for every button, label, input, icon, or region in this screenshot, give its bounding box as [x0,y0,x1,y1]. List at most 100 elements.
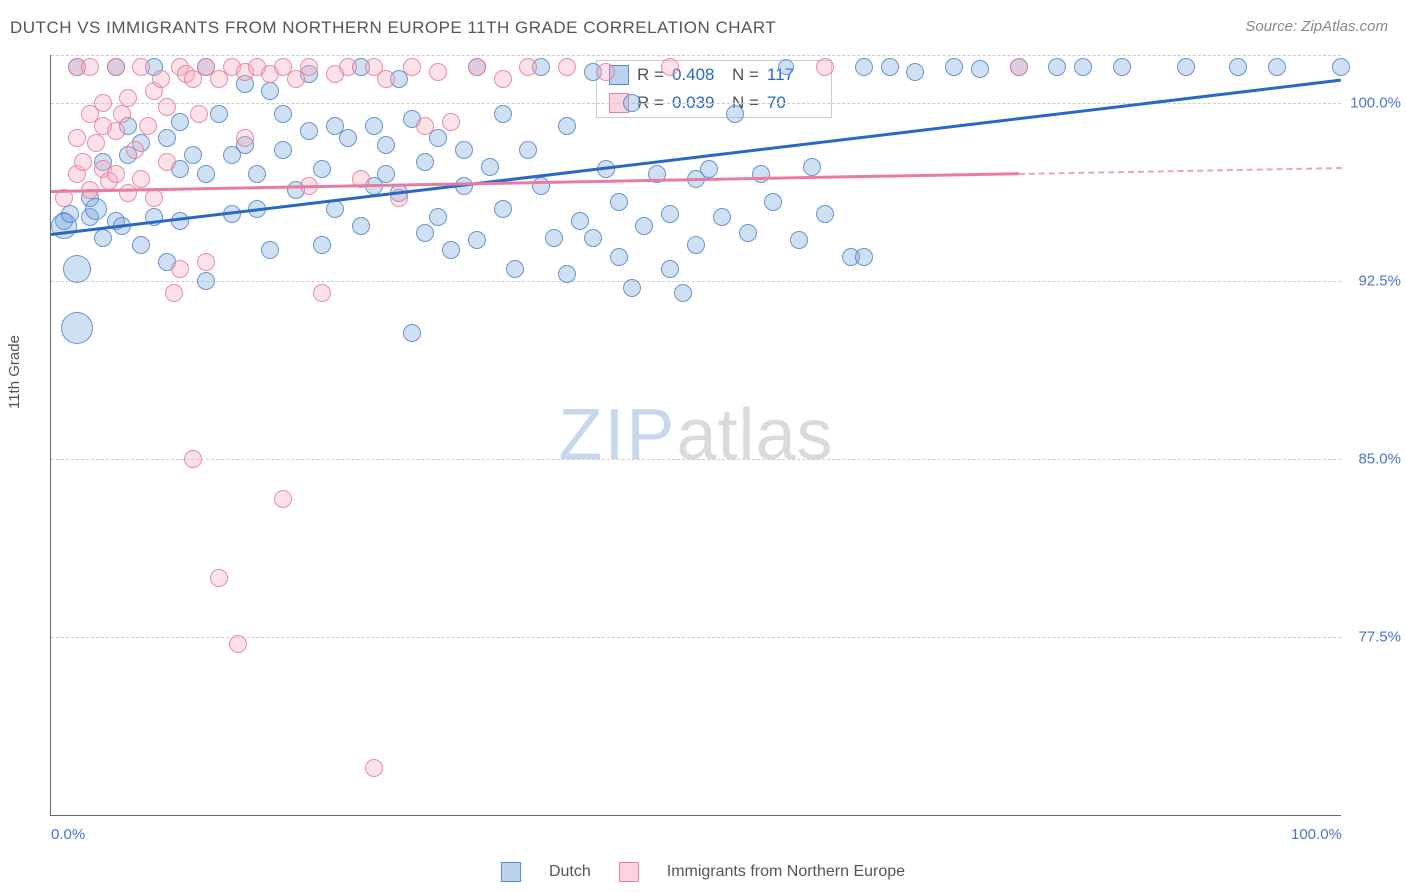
scatter-point[interactable] [429,208,447,226]
scatter-point[interactable] [1048,58,1066,76]
scatter-point[interactable] [1332,58,1350,76]
scatter-point[interactable] [171,113,189,131]
scatter-point[interactable] [558,265,576,283]
scatter-point[interactable] [326,200,344,218]
scatter-point[interactable] [1177,58,1195,76]
scatter-point[interactable] [494,105,512,123]
scatter-point[interactable] [377,70,395,88]
scatter-point[interactable] [274,490,292,508]
scatter-point[interactable] [790,231,808,249]
scatter-point[interactable] [68,129,86,147]
scatter-point[interactable] [674,284,692,302]
scatter-point[interactable] [494,200,512,218]
scatter-point[interactable] [661,58,679,76]
scatter-point[interactable] [158,98,176,116]
scatter-point[interactable] [855,248,873,266]
scatter-point[interactable] [623,94,641,112]
scatter-point[interactable] [532,177,550,195]
scatter-point[interactable] [661,260,679,278]
scatter-point[interactable] [377,165,395,183]
scatter-point[interactable] [61,312,93,344]
scatter-point[interactable] [429,63,447,81]
source-link[interactable]: ZipAtlas.com [1301,18,1388,35]
scatter-point[interactable] [61,205,79,223]
scatter-point[interactable] [377,136,395,154]
scatter-point[interactable] [197,253,215,271]
scatter-point[interactable] [261,82,279,100]
scatter-point[interactable] [945,58,963,76]
scatter-point[interactable] [584,229,602,247]
scatter-point[interactable] [229,635,247,653]
scatter-point[interactable] [1268,58,1286,76]
scatter-point[interactable] [152,70,170,88]
scatter-point[interactable] [210,105,228,123]
scatter-point[interactable] [139,117,157,135]
scatter-point[interactable] [855,58,873,76]
scatter-point[interactable] [94,229,112,247]
scatter-point[interactable] [1113,58,1131,76]
scatter-point[interactable] [816,205,834,223]
scatter-point[interactable] [236,129,254,147]
scatter-point[interactable] [481,158,499,176]
scatter-point[interactable] [87,134,105,152]
scatter-point[interactable] [906,63,924,81]
scatter-point[interactable] [687,236,705,254]
scatter-point[interactable] [197,272,215,290]
scatter-point[interactable] [313,160,331,178]
scatter-point[interactable] [545,229,563,247]
scatter-point[interactable] [1010,58,1028,76]
scatter-point[interactable] [403,324,421,342]
scatter-point[interactable] [171,260,189,278]
scatter-point[interactable] [113,105,131,123]
scatter-point[interactable] [132,58,150,76]
scatter-point[interactable] [778,59,794,75]
scatter-point[interactable] [365,117,383,135]
scatter-point[interactable] [365,759,383,777]
scatter-point[interactable] [107,165,125,183]
scatter-point[interactable] [661,205,679,223]
scatter-point[interactable] [416,224,434,242]
scatter-point[interactable] [416,117,434,135]
scatter-point[interactable] [558,117,576,135]
scatter-point[interactable] [158,153,176,171]
scatter-point[interactable] [803,158,821,176]
scatter-point[interactable] [352,217,370,235]
scatter-point[interactable] [132,170,150,188]
scatter-point[interactable] [971,60,989,78]
scatter-point[interactable] [85,198,107,220]
scatter-point[interactable] [184,146,202,164]
scatter-point[interactable] [1074,58,1092,76]
scatter-point[interactable] [300,58,318,76]
scatter-point[interactable] [210,569,228,587]
scatter-point[interactable] [700,160,718,178]
scatter-point[interactable] [442,113,460,131]
scatter-point[interactable] [494,70,512,88]
scatter-point[interactable] [597,63,615,81]
scatter-point[interactable] [261,241,279,259]
scatter-point[interactable] [119,184,137,202]
scatter-point[interactable] [558,58,576,76]
scatter-point[interactable] [610,193,628,211]
scatter-point[interactable] [764,193,782,211]
scatter-point[interactable] [74,153,92,171]
scatter-point[interactable] [403,58,421,76]
scatter-point[interactable] [313,236,331,254]
scatter-point[interactable] [623,279,641,297]
scatter-point[interactable] [635,217,653,235]
scatter-point[interactable] [455,141,473,159]
scatter-point[interactable] [1229,58,1247,76]
scatter-point[interactable] [197,165,215,183]
scatter-point[interactable] [248,165,266,183]
scatter-point[interactable] [132,236,150,254]
scatter-point[interactable] [184,450,202,468]
scatter-point[interactable] [519,141,537,159]
scatter-point[interactable] [94,94,112,112]
scatter-point[interactable] [107,122,125,140]
scatter-point[interactable] [468,58,486,76]
scatter-point[interactable] [816,58,834,76]
scatter-point[interactable] [881,58,899,76]
scatter-point[interactable] [726,105,744,123]
scatter-point[interactable] [313,284,331,302]
scatter-point[interactable] [119,89,137,107]
scatter-point[interactable] [63,255,91,283]
